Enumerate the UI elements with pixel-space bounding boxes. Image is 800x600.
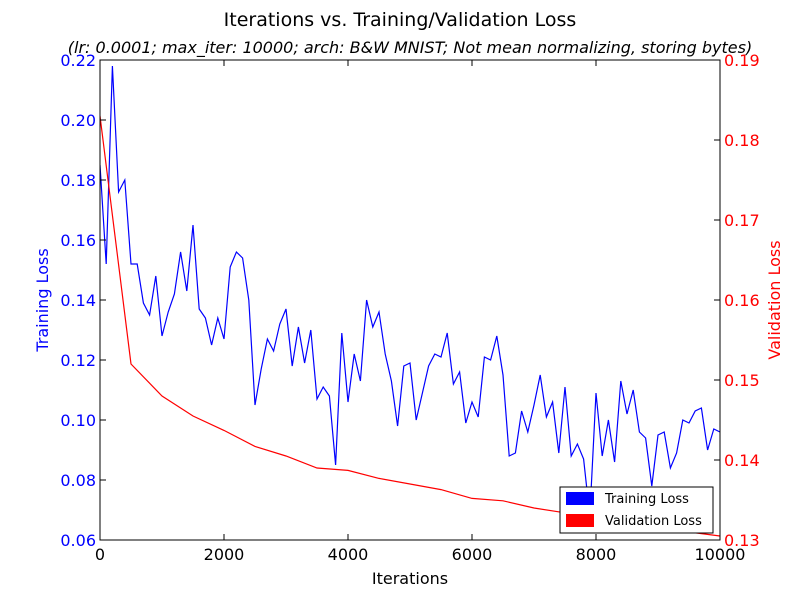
legend: Training Loss Validation Loss bbox=[559, 486, 714, 534]
chart-subtitle: (lr: 0.0001; max_iter: 10000; arch: B&W … bbox=[68, 38, 752, 58]
y-left-tick-label: 0.16 bbox=[60, 231, 96, 250]
y-right-tick-label: 0.13 bbox=[724, 531, 760, 550]
x-tick-label: 6000 bbox=[452, 545, 493, 564]
axes-frame bbox=[99, 59, 721, 541]
x-tick-label: 2000 bbox=[204, 545, 245, 564]
y-right-tick-label: 0.16 bbox=[724, 291, 760, 310]
y-axis-right-label: Validation Loss bbox=[765, 240, 784, 359]
legend-label-training: Training Loss bbox=[604, 492, 689, 507]
x-tick-label: 8000 bbox=[576, 545, 617, 564]
y-right-tick-label: 0.14 bbox=[724, 451, 760, 470]
y-left-tick-label: 0.18 bbox=[60, 171, 96, 190]
y-right-tick-label: 0.15 bbox=[724, 371, 760, 390]
x-tick-label: 10000 bbox=[695, 545, 746, 564]
y-right-tick-label: 0.19 bbox=[724, 51, 760, 70]
y-left-tick-label: 0.12 bbox=[60, 351, 96, 370]
y-right-tick-label: 0.18 bbox=[724, 131, 760, 150]
x-axis-label: Iterations bbox=[372, 569, 448, 588]
y-left-tick-label: 0.08 bbox=[60, 471, 96, 490]
chart-title: Iterations vs. Training/Validation Loss bbox=[224, 9, 577, 31]
x-tick-label: 4000 bbox=[328, 545, 369, 564]
y-right-tick-label: 0.17 bbox=[724, 211, 760, 230]
y-axis-left-label: Training Loss bbox=[33, 248, 52, 352]
x-tick-label: 0 bbox=[95, 545, 105, 564]
y-left-tick-label: 0.20 bbox=[60, 111, 96, 130]
axis-ticks: 0 2000 4000 6000 8000 10000 0.06 0.08 0.10 0.12 0.… bbox=[60, 51, 759, 564]
y-left-tick-label: 0.14 bbox=[60, 291, 96, 310]
training-loss-line bbox=[100, 65, 720, 517]
y-left-tick-label: 0.10 bbox=[60, 411, 96, 430]
y-left-tick-label: 0.22 bbox=[60, 51, 96, 70]
y-left-tick-label: 0.06 bbox=[60, 531, 96, 550]
legend-label-validation: Validation Loss bbox=[605, 514, 702, 529]
legend-swatch-training bbox=[566, 492, 594, 505]
legend-swatch-validation bbox=[566, 514, 594, 527]
